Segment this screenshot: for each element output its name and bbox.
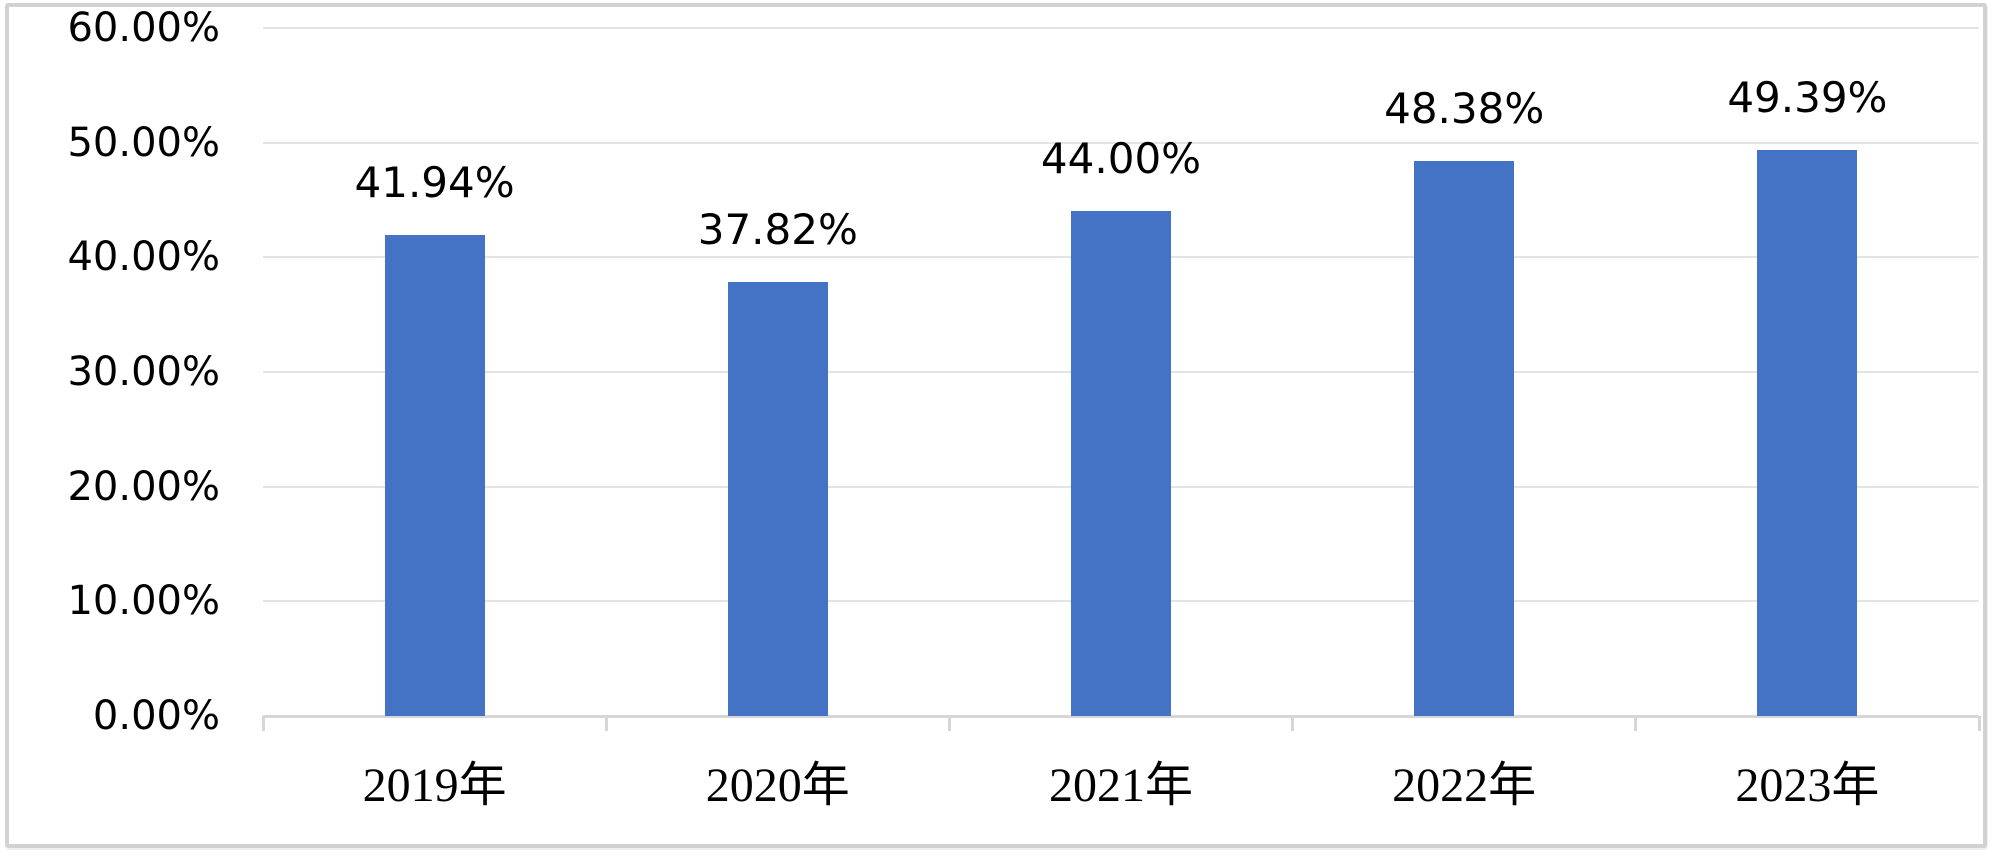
x-axis-tick bbox=[947, 716, 951, 731]
y-axis-tick-label: 30.00% bbox=[67, 349, 220, 395]
bar bbox=[727, 282, 828, 716]
x-axis-tick bbox=[261, 716, 265, 731]
x-axis-category-label: 2023年 bbox=[1735, 759, 1880, 812]
y-axis-tick-label: 20.00% bbox=[67, 463, 220, 510]
bar bbox=[1071, 211, 1171, 716]
bar bbox=[1757, 149, 1858, 716]
x-axis-line bbox=[263, 715, 1979, 718]
x-axis-category-label: 2022年 bbox=[1392, 759, 1537, 812]
y-axis-tick-label: 10.00% bbox=[67, 578, 220, 625]
x-axis-tick bbox=[1291, 716, 1295, 731]
y-gridline bbox=[263, 27, 1979, 29]
x-axis-tick bbox=[1977, 716, 1981, 731]
y-axis-tick-label: 50.00% bbox=[67, 119, 220, 166]
x-axis-category-label: 2021年 bbox=[1048, 759, 1193, 812]
y-axis-tick-label: 0.00% bbox=[92, 693, 220, 739]
bar-value-label: 49.39% bbox=[1727, 72, 1888, 122]
chart-frame bbox=[5, 3, 1987, 848]
x-axis-tick bbox=[604, 716, 608, 731]
y-axis-tick-label: 40.00% bbox=[67, 234, 220, 281]
bar-value-label: 41.94% bbox=[354, 158, 515, 208]
x-axis-tick bbox=[1634, 716, 1638, 731]
bar bbox=[1414, 161, 1515, 716]
bar-value-label: 37.82% bbox=[697, 205, 858, 255]
bar bbox=[384, 235, 485, 716]
bar-value-label: 44.00% bbox=[1040, 134, 1202, 184]
x-axis-category-label: 2020年 bbox=[705, 759, 850, 812]
y-axis-tick-label: 60.00% bbox=[67, 5, 220, 51]
x-axis-category-label: 2019年 bbox=[362, 759, 507, 812]
bar-value-label: 48.38% bbox=[1384, 84, 1545, 134]
y-gridline bbox=[263, 141, 1979, 144]
